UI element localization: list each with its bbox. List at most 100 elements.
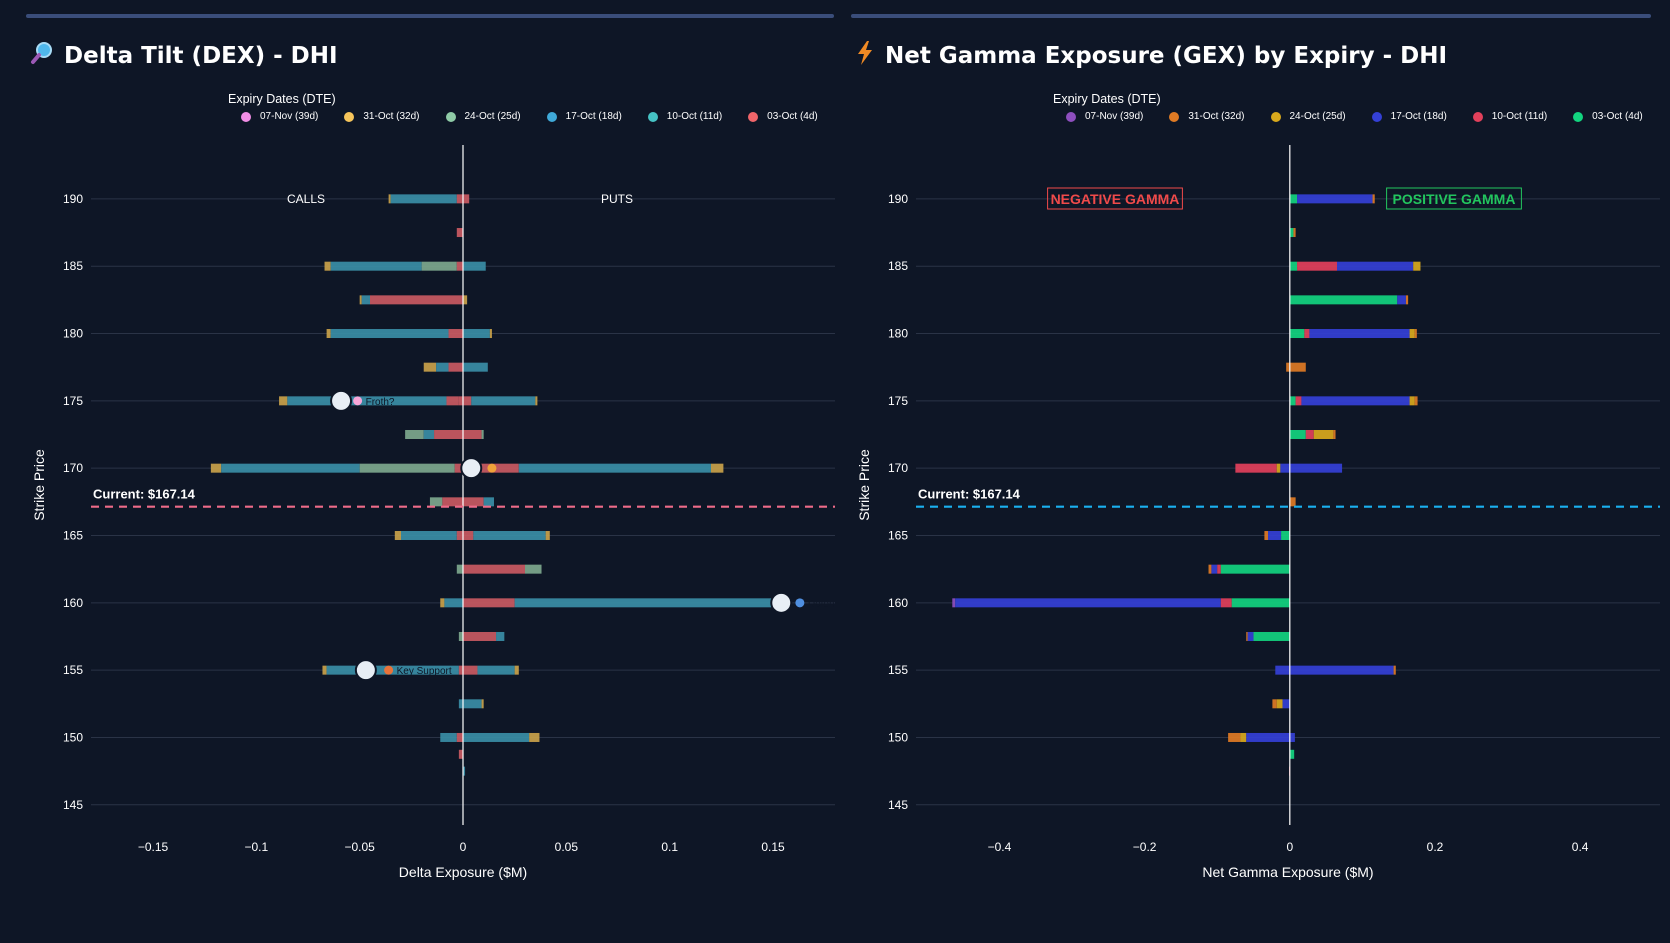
bar-segment [436, 362, 449, 372]
legend-item[interactable]: 17-Oct (18d) [1371, 111, 1447, 122]
bar-segment [279, 396, 288, 406]
bar-segment [434, 430, 463, 440]
x-tick-label: 0.05 [555, 840, 579, 854]
legend-item[interactable]: 07-Nov (39d) [241, 111, 318, 122]
annotation-label: Defen [808, 599, 835, 610]
legend-swatch [241, 111, 251, 122]
legend-item[interactable]: 24-Oct (25d) [1270, 111, 1346, 122]
x-tick-label: −0.15 [138, 840, 169, 854]
bar-segment [401, 530, 457, 540]
x-tick-label: −0.05 [344, 840, 375, 854]
legend-label: 07-Nov (39d) [1085, 111, 1144, 122]
shield-icon [795, 598, 805, 608]
bar-segment [514, 598, 784, 608]
dex-title: Delta Tilt (DEX) - DHI [30, 40, 338, 72]
bar-segment [473, 530, 546, 540]
puts-label: PUTS [601, 192, 633, 206]
bar-segment [952, 598, 956, 608]
bar-segment [448, 329, 463, 339]
bar-segment [463, 329, 490, 339]
y-tick-label: 170 [63, 461, 83, 475]
dex-legend-title: Expiry Dates (DTE) [228, 92, 336, 106]
bar-segment [463, 261, 486, 271]
bar-segment [1333, 430, 1336, 440]
legend-item[interactable]: 31-Oct (32d) [344, 111, 420, 122]
negative-gamma-label-box [1047, 187, 1183, 210]
bar-segment [1414, 396, 1418, 406]
bar-segment [1397, 295, 1406, 305]
bar-segment [489, 329, 492, 339]
legend-item[interactable]: 10-Oct (11d) [1472, 111, 1548, 122]
bar-segment [1231, 598, 1290, 608]
bar-segment [1246, 732, 1290, 742]
current-price-label: Current: $167.14 [93, 487, 196, 502]
bar-segment [287, 396, 447, 406]
bar-segment [322, 665, 327, 675]
dex-panel: Delta Tilt (DEX) - DHI Expiry Dates (DTE… [0, 0, 835, 943]
bar-segment [1289, 396, 1296, 406]
bar-segment [1220, 598, 1232, 608]
bar-segment [456, 194, 463, 204]
x-tick-label: 0 [460, 840, 467, 854]
legend-swatch [445, 111, 456, 122]
y-tick-label: 145 [888, 798, 908, 812]
bar-segment [1268, 530, 1282, 540]
bar-segment [440, 598, 445, 608]
gex-panel: Net Gamma Exposure (GEX) by Expiry - DHI… [825, 0, 1660, 943]
annotation-label: Froth? [366, 397, 395, 408]
legend-item[interactable]: 03-Oct (4d) [748, 111, 818, 122]
gex-title: Net Gamma Exposure (GEX) by Expiry - DHI [855, 40, 1447, 72]
legend-item[interactable]: 07-Nov (39d) [1066, 111, 1143, 122]
bar-segment [514, 665, 519, 675]
bar-segment [1405, 295, 1409, 305]
bar-segment [1220, 564, 1290, 574]
legend-label: 10-Oct (11d) [1491, 111, 1548, 122]
bar-segment [1289, 749, 1295, 759]
legend-label: 10-Oct (11d) [666, 111, 723, 122]
bar-segment [326, 329, 331, 339]
x-axis-title: Delta Exposure ($M) [399, 864, 527, 880]
legend-item[interactable]: 31-Oct (32d) [1169, 111, 1245, 122]
bar-segment [394, 530, 401, 540]
bar-segment [1289, 665, 1394, 675]
bar-segment [390, 194, 457, 204]
bar-segment [1393, 665, 1396, 675]
bar-segment [1228, 732, 1241, 742]
legend-swatch [1573, 111, 1584, 122]
y-tick-label: 185 [63, 259, 83, 273]
bar-segment [1289, 732, 1295, 742]
gex-chart: 145 150 155 160 165 170 175 180 185 190 −0.4 −0.2 0 0… [856, 145, 1660, 880]
bar-segment [210, 463, 222, 473]
bar-segment [711, 463, 724, 473]
legend-swatch [344, 111, 355, 122]
legend-item[interactable]: 03-Oct (4d) [1573, 111, 1643, 122]
legend-item[interactable]: 10-Oct (11d) [647, 111, 723, 122]
annotation-marker [330, 389, 353, 412]
bar-segment [429, 497, 443, 507]
y-tick-label: 160 [888, 596, 908, 610]
bar-segment [463, 295, 468, 305]
bar-segment [421, 261, 457, 271]
legend-swatch [1472, 111, 1483, 122]
bar-segment [388, 194, 391, 204]
negative-gamma-label: NEGATIVE GAMMA [1051, 191, 1180, 207]
bar-segment [370, 295, 463, 305]
bar-segment [1280, 463, 1343, 473]
y-tick-label: 150 [63, 730, 83, 744]
bar-segment [463, 699, 482, 709]
legend-item[interactable]: 24-Oct (25d) [445, 111, 521, 122]
bar-segment [458, 665, 478, 675]
bar-segment [535, 396, 538, 406]
bar-segment [1372, 194, 1375, 204]
legend-item[interactable]: 17-Oct (18d) [546, 111, 622, 122]
bar-segment [463, 766, 466, 776]
y-tick-label: 180 [63, 327, 83, 341]
y-tick-label: 150 [888, 730, 908, 744]
x-tick-label: 0.2 [1427, 840, 1444, 854]
bar-segment [545, 530, 550, 540]
legend-swatch [1169, 111, 1180, 122]
legend-swatch [1270, 111, 1281, 122]
panel-divider [851, 14, 1651, 18]
bar-segment [456, 564, 463, 574]
y-tick-label: 185 [888, 259, 908, 273]
